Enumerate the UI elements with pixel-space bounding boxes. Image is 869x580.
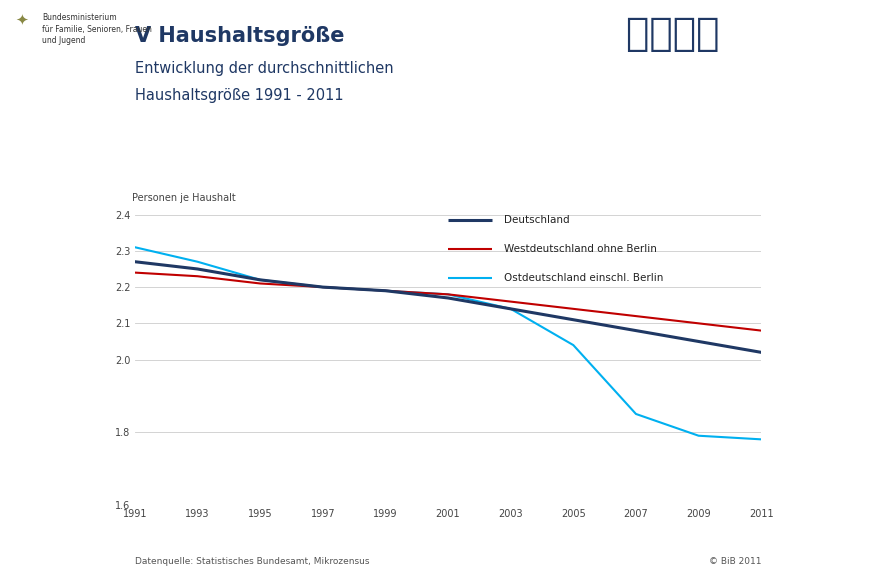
- Text: ✦: ✦: [16, 13, 28, 28]
- Text: Ostdeutschland einschl. Berlin: Ostdeutschland einschl. Berlin: [504, 273, 663, 284]
- Text: Deutschland: Deutschland: [504, 215, 569, 226]
- Text: Datenquelle: Statistisches Bundesamt, Mikrozensus: Datenquelle: Statistisches Bundesamt, Mi…: [135, 556, 369, 566]
- Text: Bundesministerium
für Familie, Senioren, Frauen
und Jugend: Bundesministerium für Familie, Senioren,…: [42, 13, 151, 45]
- Text: Personen je Haushalt: Personen je Haushalt: [131, 193, 235, 203]
- Text: Haushaltsgröße 1991 - 2011: Haushaltsgröße 1991 - 2011: [135, 88, 343, 103]
- Text: Westdeutschland ohne Berlin: Westdeutschland ohne Berlin: [504, 244, 657, 255]
- Text: 👨‍👩‍👧‍👦: 👨‍👩‍👧‍👦: [626, 14, 719, 53]
- Text: Entwicklung der durchschnittlichen: Entwicklung der durchschnittlichen: [135, 61, 393, 76]
- Text: V Haushaltsgröße: V Haushaltsgröße: [135, 26, 344, 46]
- Text: © BiB 2011: © BiB 2011: [708, 556, 760, 566]
